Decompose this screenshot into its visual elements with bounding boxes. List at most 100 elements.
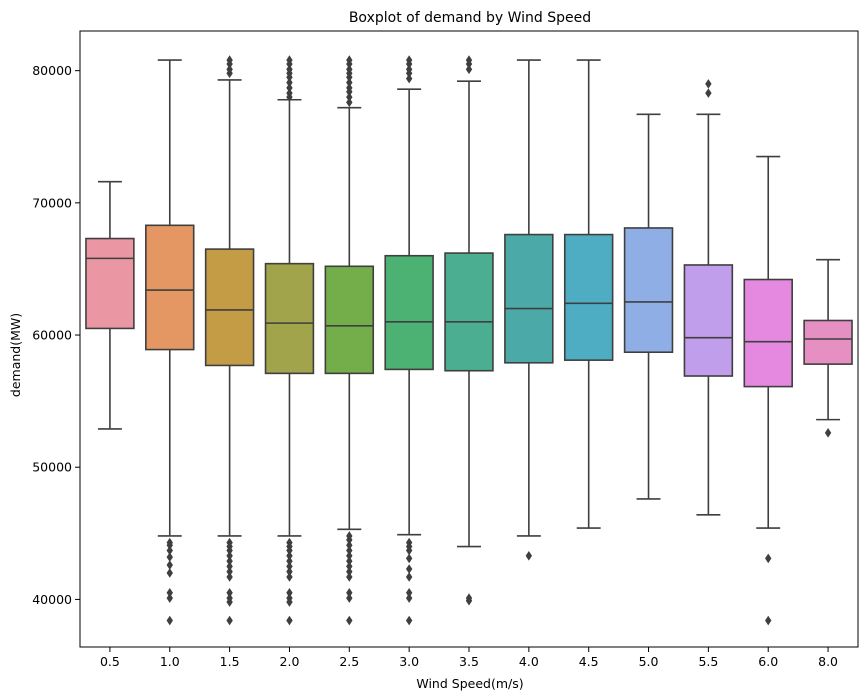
box-group-4.5 <box>563 59 614 529</box>
outlier-point <box>226 615 233 626</box>
x-tick-label: 4.5 <box>579 654 599 669</box>
x-tick-label: 2.5 <box>339 654 359 669</box>
outlier-point <box>286 561 293 572</box>
outlier-point <box>166 588 173 598</box>
outlier-point <box>405 593 413 603</box>
box-5.0 <box>623 227 674 354</box>
outlier-point <box>346 550 353 561</box>
x-tick-label: 5.0 <box>639 654 659 669</box>
outlier-point <box>286 615 293 626</box>
outlier-point <box>166 540 173 551</box>
outlier-point <box>286 566 293 577</box>
outlier-point <box>405 545 413 556</box>
outlier-point <box>226 588 233 598</box>
outlier-point <box>346 72 353 83</box>
x-axis: 0.5 1.0 1.5 2.0 2.5 3.0 3.5 4.0 4.5 5.0 5.5 6.0 8.0 <box>100 647 838 669</box>
chart-title: Boxplot of demand by Wind Speed <box>349 10 591 26</box>
outlier-point <box>824 428 832 438</box>
box-group-8.0 <box>803 258 853 438</box>
y-axis: 40000 50000 60000 70000 80000 <box>32 63 80 607</box>
outlier-point <box>226 68 233 79</box>
outlier-point <box>765 553 772 564</box>
outlier-point <box>405 588 413 598</box>
outlier-point <box>166 545 173 556</box>
outlier-point <box>705 79 712 89</box>
outlier-point <box>405 59 413 69</box>
x-tick-label: 4.0 <box>519 654 539 669</box>
outlier-point <box>346 59 353 69</box>
box-5.5 <box>683 264 734 377</box>
outlier-point <box>166 560 173 570</box>
x-tick-label: 5.5 <box>698 654 718 669</box>
outlier-point <box>286 550 293 561</box>
x-tick-label: 1.0 <box>160 654 180 669</box>
box-group-5.0 <box>623 113 674 500</box>
outlier-point <box>286 72 293 83</box>
outlier-point <box>405 73 413 84</box>
box-1.0 <box>145 224 195 351</box>
box-8.0 <box>803 319 853 365</box>
x-tick-label: 3.5 <box>459 654 479 669</box>
x-tick-label: 8.0 <box>818 654 838 669</box>
outlier-point <box>346 535 353 545</box>
box-6.0 <box>743 278 793 388</box>
outlier-point <box>226 572 233 582</box>
outlier-point <box>166 615 173 626</box>
box-2.0 <box>264 262 315 375</box>
outlier-point <box>166 593 173 603</box>
outlier-point <box>346 540 353 551</box>
outlier-point <box>525 550 533 561</box>
box-group-1.5 <box>204 55 255 626</box>
outlier-point <box>405 564 413 574</box>
outlier-point <box>346 572 353 582</box>
y-tick-label: 40000 <box>32 592 72 607</box>
box-4.5 <box>563 233 614 361</box>
outlier-point <box>286 588 293 598</box>
box-group-3.0 <box>384 55 434 626</box>
box-2.5 <box>324 265 375 375</box>
outlier-point <box>226 597 233 607</box>
outlier-point <box>346 556 353 566</box>
x-tick-label: 2.0 <box>280 654 300 669</box>
outlier-point <box>405 615 413 626</box>
outlier-point <box>465 595 473 606</box>
outlier-point <box>346 615 353 626</box>
outlier-point <box>346 87 353 97</box>
outlier-point <box>346 92 353 102</box>
y-tick-label: 70000 <box>32 195 72 210</box>
box-group-2.5 <box>324 55 375 626</box>
x-tick-label: 3.0 <box>399 654 419 669</box>
outlier-point <box>226 550 233 561</box>
box-group-4.0 <box>504 59 554 561</box>
outlier-point <box>346 97 353 108</box>
box-group-6.0 <box>743 155 793 626</box>
outlier-point <box>405 68 413 79</box>
outlier-point <box>346 566 353 577</box>
outlier-point <box>465 64 473 75</box>
box-3.0 <box>384 254 434 371</box>
y-tick-label: 50000 <box>32 460 72 475</box>
outlier-point <box>226 561 233 572</box>
plot-frame <box>79 30 859 648</box>
box-group-2.0 <box>264 55 315 626</box>
outlier-point <box>705 88 712 98</box>
outlier-point <box>465 59 473 69</box>
outlier-point <box>286 83 293 93</box>
outlier-point <box>226 556 233 566</box>
outlier-point <box>226 545 233 556</box>
y-tick-label: 80000 <box>32 63 72 78</box>
outlier-point <box>286 545 293 556</box>
outlier-point <box>286 597 293 607</box>
x-tick-label: 0.5 <box>100 654 120 669</box>
outlier-point <box>765 615 772 626</box>
outlier-point <box>226 566 233 577</box>
x-tick-label: 6.0 <box>758 654 778 669</box>
box-group-1.0 <box>145 59 195 626</box>
plot-area <box>85 55 853 626</box>
outlier-point <box>346 588 353 598</box>
outlier-point <box>405 553 413 564</box>
box-3.5 <box>444 252 494 372</box>
outlier-point <box>226 59 233 69</box>
y-axis-label: demand(MW) <box>8 313 23 397</box>
outlier-point <box>166 552 173 562</box>
